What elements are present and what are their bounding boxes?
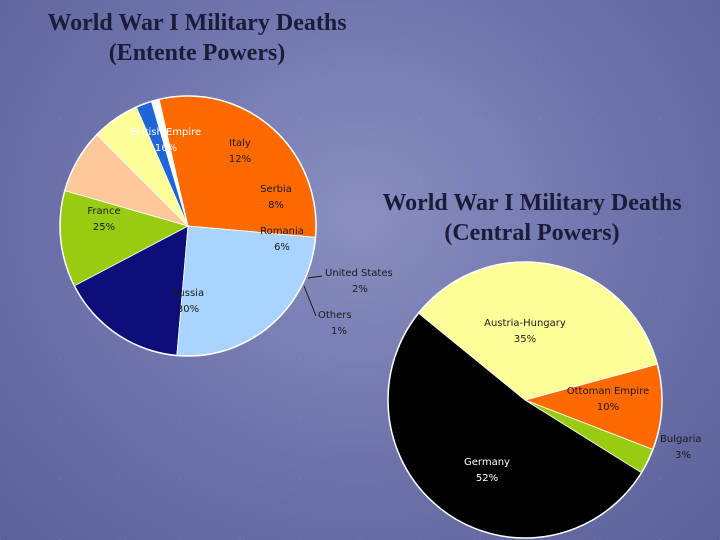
entente-subtitle-line: (Entente Powers) [108,40,286,66]
entente-label-british-empire: British Empire [131,127,201,138]
entente-pct-russia: 30% [177,304,199,315]
central-pct-austria-hungary: 35% [514,334,536,345]
entente-label-serbia: Serbia [260,184,292,195]
entente-title-line: World War I Military Deaths [47,10,347,36]
central-label-austria-hungary: Austria-Hungary [484,318,566,329]
central-label-ottoman-empire: Ottoman Empire [567,386,649,397]
entente-pct-british-empire: 16% [155,143,177,154]
central-pct-ottoman-empire: 10% [597,402,619,413]
entente-label-others: Others [318,310,352,321]
entente-leader-united-states [307,275,323,279]
central-pie-chart: Ottoman Empire 10% Bulgaria 3% Germany 52% Aus… [387,261,701,539]
central-pie-outline [387,261,663,539]
central-subtitle-line: (Central Powers) [444,220,620,246]
entente-pct-others: 1% [331,326,347,337]
entente-label-united-states: United States [325,268,393,279]
central-chart-title: World War I Military Deaths (Central Pow… [352,188,712,248]
entente-chart-title: World War I Military Deaths (Entente Pow… [12,8,382,68]
central-pct-germany: 52% [476,473,498,484]
entente-label-romania: Romania [260,226,304,237]
entente-label-russia: Russia [172,288,204,299]
entente-pie-outline [59,95,317,357]
central-label-germany: Germany [464,457,510,468]
entente-pct-romania: 6% [274,242,290,253]
central-title-line: World War I Military Deaths [382,190,682,216]
entente-label-italy: Italy [229,138,251,149]
entente-pct-united-states: 2% [352,284,368,295]
entente-label-france: France [87,206,120,217]
central-label-bulgaria: Bulgaria [660,434,701,445]
entente-leader-others [303,285,317,317]
entente-pct-serbia: 8% [268,200,284,211]
entente-pie-chart: British Empire 16% Italy 12% Serbia 8% Romania… [59,95,393,357]
central-pct-bulgaria: 3% [675,450,691,461]
entente-pct-france: 25% [93,222,115,233]
entente-pct-italy: 12% [229,154,251,165]
